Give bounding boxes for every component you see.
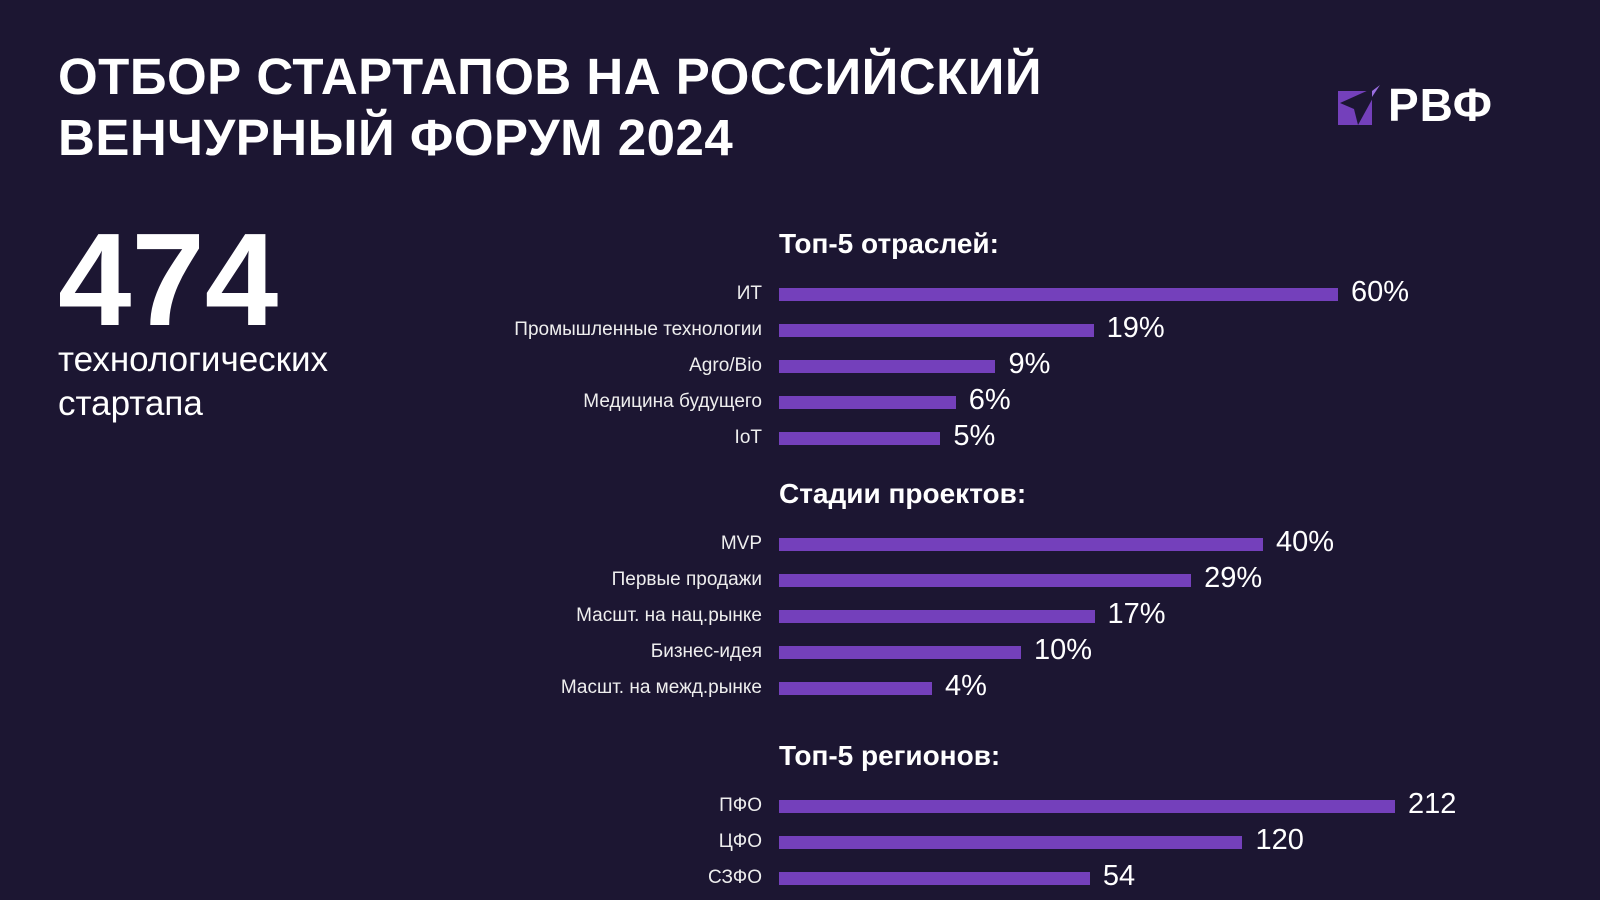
bar-row: ПФО 212 xyxy=(0,788,1600,824)
bar xyxy=(779,396,956,409)
caption-line-1: технологических xyxy=(58,340,329,379)
category-label: Медицина будущего xyxy=(583,391,762,412)
value-label: 29% xyxy=(1204,562,1263,594)
caption-line-2: стартапа xyxy=(58,384,203,423)
category-label: Промышленные технологии xyxy=(514,319,762,340)
bar xyxy=(779,324,1094,337)
category-label: Agro/Bio xyxy=(689,355,762,376)
value-label: 60% xyxy=(1351,276,1410,308)
bar-row: СЗФО 54 xyxy=(0,860,1600,896)
value-label: 9% xyxy=(1008,348,1051,380)
value-label: 212 xyxy=(1408,788,1457,820)
bar xyxy=(779,872,1090,885)
bar xyxy=(779,836,1243,849)
bar xyxy=(779,646,1021,659)
bar-row: Медицина будущего 6% xyxy=(0,384,1600,420)
value-label: 5% xyxy=(953,420,996,452)
title-line-2: ВЕНЧУРНЫЙ ФОРУМ 2024 xyxy=(58,109,734,166)
category-label: Первые продажи xyxy=(611,569,762,590)
category-label: СЗФО xyxy=(708,867,762,888)
headline-caption: технологических стартапа xyxy=(58,338,328,426)
value-label: 120 xyxy=(1255,824,1304,856)
bar xyxy=(779,538,1263,551)
category-label: MVP xyxy=(720,533,762,554)
bar-row: MVP 40% xyxy=(0,526,1600,562)
category-label: ЦФО xyxy=(718,831,762,852)
category-label: Масшт. на нац.рынке xyxy=(576,605,762,626)
bar-row: ЦФО 120 xyxy=(0,824,1600,860)
bar-row: Масшт. на нац.рынке 17% xyxy=(0,598,1600,634)
bar-row: Промышленные технологии 19% xyxy=(0,312,1600,348)
bar-row: Agro/Bio 9% xyxy=(0,348,1600,384)
category-label: Бизнес-идея xyxy=(650,641,762,662)
value-label: 54 xyxy=(1102,860,1136,892)
value-label: 4% xyxy=(945,670,987,702)
bar-row: Бизнес-идея 10% xyxy=(0,634,1600,670)
title-line-1: ОТБОР СТАРТАПОВ НА РОССИЙСКИЙ xyxy=(58,48,1043,105)
value-label: 6% xyxy=(968,384,1011,416)
chart-title: Топ-5 регионов: xyxy=(779,740,1001,771)
category-label: Масшт. на межд.рынке xyxy=(560,677,762,698)
bar xyxy=(779,610,1095,623)
bar xyxy=(779,682,933,695)
bar-row: Масшт. на межд.рынке 4% xyxy=(0,670,1600,706)
bar xyxy=(779,800,1395,813)
bar xyxy=(779,360,996,373)
value-label: 19% xyxy=(1106,312,1165,344)
bar-row: Первые продажи 29% xyxy=(0,562,1600,598)
category-label: ПФО xyxy=(719,795,762,816)
category-label: ИТ xyxy=(736,283,762,304)
bar xyxy=(779,288,1338,301)
chart-title: Топ-5 отраслей: xyxy=(779,228,999,259)
chart-title: Стадии проектов: xyxy=(779,478,1027,509)
headline-number: 474 xyxy=(58,206,279,353)
bar-row: ИТ 60% xyxy=(0,276,1600,312)
value-label: 10% xyxy=(1034,634,1093,666)
page-title: ОТБОР СТАРТАПОВ НА РОССИЙСКИЙ ВЕНЧУРНЫЙ … xyxy=(58,46,1042,168)
rvf-logo: РВФ xyxy=(1336,78,1493,132)
bar xyxy=(779,574,1192,587)
category-label: IoT xyxy=(734,427,762,448)
logo-text: РВФ xyxy=(1388,79,1494,131)
value-label: 17% xyxy=(1107,598,1166,630)
bar xyxy=(779,432,941,445)
bar-row: IoT 5% xyxy=(0,420,1600,456)
rocket-logo-icon xyxy=(1338,85,1380,125)
value-label: 40% xyxy=(1276,526,1335,558)
